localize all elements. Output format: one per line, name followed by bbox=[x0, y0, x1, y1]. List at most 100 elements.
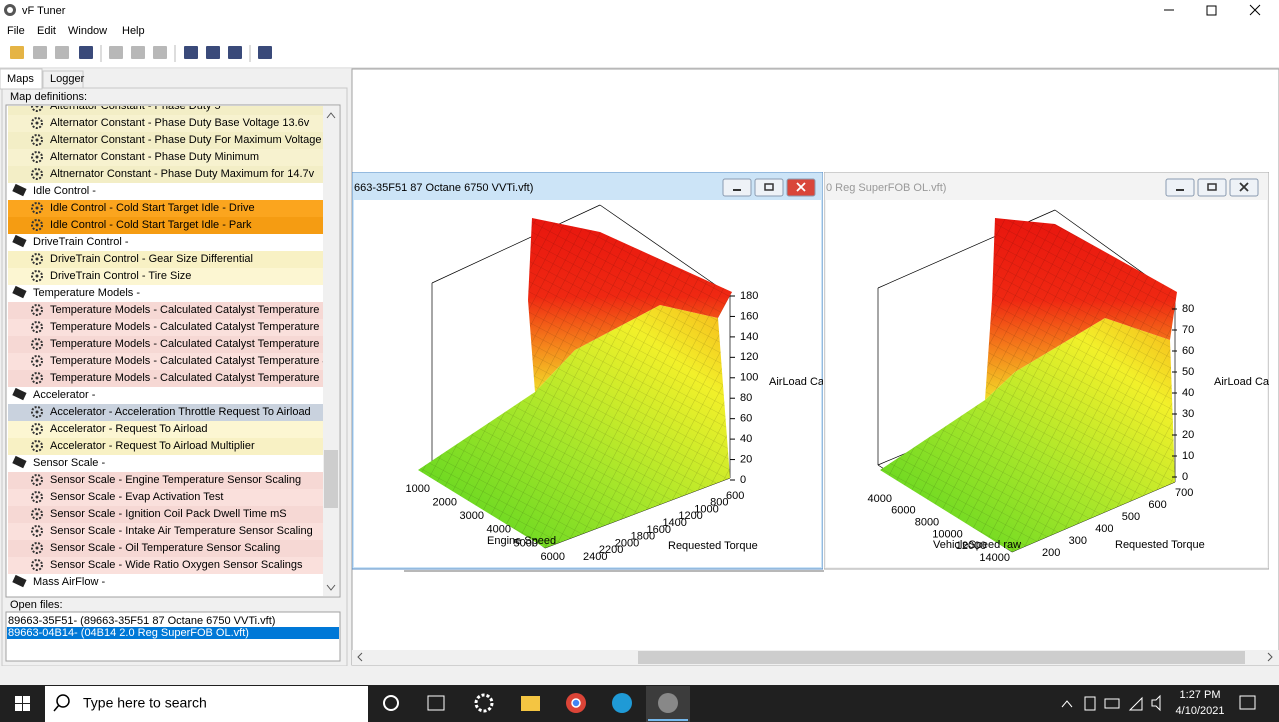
menu-item[interactable]: File bbox=[7, 25, 25, 37]
timeline[interactable] bbox=[427, 695, 445, 711]
tree-item[interactable]: Alternator Constant - Phase Duty 5 bbox=[50, 100, 221, 112]
tree-item[interactable]: Accelerator - Request To Airload Multipl… bbox=[50, 440, 255, 452]
window-minimize[interactable] bbox=[1165, 178, 1195, 197]
menu-item[interactable]: Window bbox=[68, 25, 107, 37]
tree-item-bg[interactable] bbox=[8, 557, 323, 574]
clock-date[interactable]: 4/10/2021 bbox=[1176, 705, 1225, 717]
task-view[interactable] bbox=[383, 695, 399, 711]
toolbar-button[interactable] bbox=[258, 46, 272, 59]
tree-item[interactable]: Sensor Scale - Ignition Coil Pack Dwell … bbox=[50, 508, 287, 520]
toolbar-button[interactable] bbox=[55, 46, 69, 59]
window-title[interactable]: 663-35F51 87 Octane 6750 VVTi.vft) bbox=[354, 182, 533, 194]
notifications[interactable] bbox=[1239, 695, 1256, 710]
tab[interactable] bbox=[0, 68, 43, 90]
menu-item[interactable]: Edit bbox=[37, 25, 56, 37]
tree-item[interactable]: Temperature Models - Calculated Catalyst… bbox=[50, 355, 329, 367]
tree-group[interactable]: Temperature Models - bbox=[33, 287, 140, 299]
tree-item[interactable]: Alternator Constant - Phase Duty For Max… bbox=[50, 134, 346, 146]
tree-item[interactable]: Accelerator - Request To Airload bbox=[50, 423, 208, 435]
start-button[interactable] bbox=[15, 696, 30, 711]
tree-item-bg[interactable] bbox=[8, 115, 323, 132]
tab[interactable] bbox=[42, 70, 84, 89]
scroll-up[interactable] bbox=[326, 112, 336, 119]
settings[interactable] bbox=[474, 693, 494, 713]
window-restore[interactable] bbox=[1197, 178, 1227, 197]
window-title[interactable]: 0 Reg SuperFOB OL.vft) bbox=[826, 182, 946, 194]
tree-item-bg[interactable] bbox=[8, 268, 323, 285]
tab-label[interactable]: Logger bbox=[50, 73, 85, 85]
tree-item-bg[interactable] bbox=[8, 166, 323, 183]
selected-file-bg[interactable] bbox=[7, 627, 339, 639]
tree-item-bg[interactable] bbox=[8, 149, 323, 166]
tree-item-bg[interactable] bbox=[8, 319, 323, 336]
open-file[interactable]: 89663-35F51- (89663-35F51 87 Octane 6750… bbox=[8, 615, 275, 627]
tree-item[interactable]: Idle Control - Cold Start Target Idle - … bbox=[50, 202, 255, 214]
scroll-left[interactable] bbox=[357, 652, 363, 662]
toolbar-button[interactable] bbox=[131, 46, 145, 59]
tree-item[interactable]: Sensor Scale - Evap Activation Test bbox=[50, 491, 223, 503]
tree-group[interactable]: Mass AirFlow - bbox=[33, 576, 105, 588]
tree-group[interactable]: DriveTrain Control - bbox=[33, 236, 129, 248]
menu-item[interactable]: Help bbox=[122, 25, 145, 37]
tree-item-bg[interactable] bbox=[8, 251, 323, 268]
tree-group[interactable]: Sensor Scale - bbox=[33, 457, 105, 469]
tree-item-bg[interactable] bbox=[8, 489, 323, 506]
tree-item-bg[interactable] bbox=[8, 98, 323, 115]
toolbar-button[interactable] bbox=[33, 46, 47, 59]
tree-item[interactable]: DriveTrain Control - Gear Size Different… bbox=[50, 253, 253, 265]
tree-item[interactable]: Temperature Models - Calculated Catalyst… bbox=[50, 372, 329, 384]
toolbar-button[interactable] bbox=[184, 46, 198, 59]
tree-item[interactable]: Temperature Models - Calculated Catalyst… bbox=[50, 338, 329, 350]
wifi[interactable] bbox=[1128, 696, 1143, 711]
edge[interactable] bbox=[612, 693, 632, 713]
restore-button[interactable] bbox=[1206, 5, 1217, 16]
battery[interactable] bbox=[1104, 698, 1120, 709]
toolbar-button[interactable] bbox=[10, 46, 24, 59]
tab-label[interactable]: Maps bbox=[7, 73, 34, 85]
scroll-right[interactable] bbox=[1267, 652, 1273, 662]
toolbar-button[interactable] bbox=[109, 46, 123, 59]
tree-item[interactable]: Sensor Scale - Wide Ratio Oxygen Sensor … bbox=[50, 559, 303, 571]
toolbar-button[interactable] bbox=[79, 46, 93, 59]
tree-item-bg[interactable] bbox=[8, 217, 323, 234]
search-box[interactable] bbox=[45, 686, 368, 722]
window-minimize[interactable] bbox=[722, 178, 752, 197]
tree-item-bg[interactable] bbox=[8, 421, 323, 438]
tree-group[interactable]: Idle Control - bbox=[33, 185, 96, 197]
tree-item[interactable]: Alternator Constant - Phase Duty Minimum bbox=[50, 151, 259, 163]
tree-item-bg[interactable] bbox=[8, 523, 323, 540]
tree-item-bg[interactable] bbox=[8, 540, 323, 557]
toolbar-button[interactable] bbox=[228, 46, 242, 59]
toolbar-button[interactable] bbox=[206, 46, 220, 59]
tree-item[interactable]: Sensor Scale - Oil Temperature Sensor Sc… bbox=[50, 542, 280, 554]
clock-time[interactable]: 1:27 PM bbox=[1180, 689, 1221, 701]
tree-item-bg[interactable] bbox=[8, 438, 323, 455]
tree-item[interactable]: Idle Control - Cold Start Target Idle - … bbox=[50, 219, 252, 231]
open-file[interactable]: 89663-04B14- (04B14 2.0 Reg SuperFOB OL.… bbox=[8, 627, 249, 639]
tree-item[interactable]: Sensor Scale - Intake Air Temperature Se… bbox=[50, 525, 313, 537]
tree-item-bg[interactable] bbox=[8, 132, 323, 149]
tree-item[interactable]: Altnernator Constant - Phase Duty Maximu… bbox=[50, 168, 315, 180]
tree-item-bg[interactable] bbox=[8, 353, 323, 370]
scroll-down[interactable] bbox=[326, 584, 336, 591]
tray-icon[interactable] bbox=[1084, 696, 1096, 711]
tree-item-bg[interactable] bbox=[8, 472, 323, 489]
file-explorer[interactable] bbox=[521, 696, 540, 711]
tree-item[interactable]: Alternator Constant - Phase Duty Base Vo… bbox=[50, 117, 310, 129]
toolbar-button[interactable] bbox=[153, 46, 167, 59]
scroll-thumb[interactable] bbox=[324, 450, 338, 508]
tree-item[interactable]: Temperature Models - Calculated Catalyst… bbox=[50, 321, 329, 333]
tree-item-bg[interactable] bbox=[8, 200, 323, 217]
tree-item-bg[interactable] bbox=[8, 336, 323, 353]
tree-item-bg[interactable] bbox=[8, 506, 323, 523]
tree-item[interactable]: Sensor Scale - Engine Temperature Sensor… bbox=[50, 474, 301, 486]
tray-chevron[interactable] bbox=[1061, 700, 1073, 708]
tree-item-bg[interactable] bbox=[8, 302, 323, 319]
close-button[interactable] bbox=[1249, 4, 1261, 16]
tree-item-bg[interactable] bbox=[8, 370, 323, 387]
volume[interactable] bbox=[1151, 694, 1161, 712]
tree-item[interactable]: Accelerator - Acceleration Throttle Requ… bbox=[50, 406, 311, 418]
tree-group[interactable]: Accelerator - bbox=[33, 389, 96, 401]
window-restore[interactable] bbox=[754, 178, 784, 197]
tree-item-bg[interactable] bbox=[8, 404, 323, 421]
